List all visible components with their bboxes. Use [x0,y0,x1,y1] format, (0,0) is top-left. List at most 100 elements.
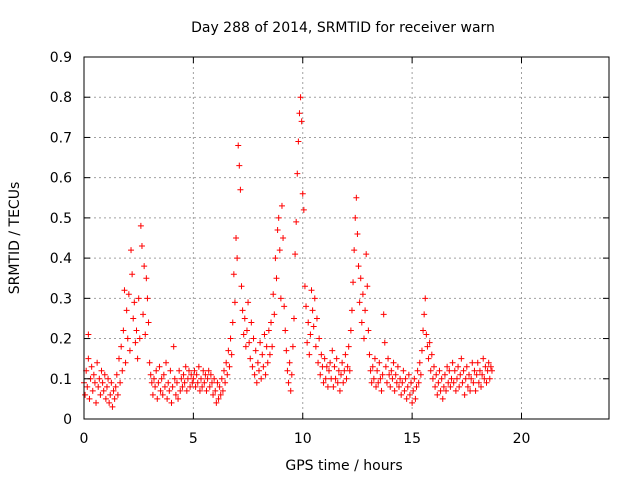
data-point [260,363,267,370]
data-point [183,387,190,394]
data-point [383,379,390,386]
data-point [252,347,259,354]
data-point [458,355,465,362]
data-point [239,307,246,314]
data-point [142,331,149,338]
data-point [103,383,110,390]
data-point [324,383,331,390]
data-point [230,271,237,278]
data-point [114,391,121,398]
data-point [82,391,89,398]
data-point [447,383,454,390]
data-point [266,351,273,358]
data-point [146,359,153,366]
data-point [342,351,349,358]
data-point [348,307,355,314]
x-tick-label: 5 [189,431,198,447]
data-point [336,387,343,394]
data-point [425,355,432,362]
data-point [222,379,229,386]
data-point [385,355,392,362]
data-point [240,331,247,338]
data-point [190,375,197,382]
data-point [438,375,445,382]
data-point [211,375,218,382]
data-point [347,327,354,334]
data-point [294,170,301,177]
data-point [420,327,427,334]
data-point [362,307,369,314]
data-point [327,359,334,366]
data-point [406,391,413,398]
data-point [153,367,160,374]
data-point [298,118,305,125]
data-point [156,363,163,370]
data-point [456,383,463,390]
data-point [187,383,194,390]
data-point [207,371,214,378]
y-tick-label: 0.5 [50,211,72,227]
data-point [443,387,450,394]
data-point [273,275,280,282]
y-tick-label: 0.1 [50,372,72,388]
data-point [479,371,486,378]
data-point [353,194,360,201]
data-point [154,395,161,402]
data-point [247,355,254,362]
y-tick-label: 0.2 [50,332,72,348]
data-point [472,387,479,394]
data-point [219,387,226,394]
data-point [437,387,444,394]
data-point [390,359,397,366]
data-point [217,391,224,398]
data-point [453,375,460,382]
data-point [363,251,370,258]
data-point [351,247,358,254]
data-point [333,355,340,362]
data-point [110,387,117,394]
data-point [408,379,415,386]
data-point [166,387,173,394]
data-point [434,391,441,398]
data-point [379,371,386,378]
data-point [105,375,112,382]
data-point [369,363,376,370]
data-point [141,263,148,270]
data-point [445,379,452,386]
data-point [452,387,459,394]
data-point [300,206,307,213]
data-point [236,162,243,169]
data-point [435,379,442,386]
data-point [88,363,95,370]
data-point [410,387,417,394]
data-point [179,383,186,390]
data-point [389,375,396,382]
data-point [111,395,118,402]
data-point [292,251,299,258]
data-point [276,247,283,254]
data-point [151,375,157,382]
data-point [297,94,304,101]
data-point [100,387,107,394]
data-point [341,367,348,374]
data-point [487,363,494,370]
data-point [386,371,393,378]
data-point [306,351,313,358]
data-point [106,399,113,406]
data-point [97,391,104,398]
data-point [368,379,375,386]
x-tick-label: 10 [294,431,312,447]
data-point [178,375,185,382]
data-point [269,343,276,350]
data-point [365,327,372,334]
data-point [117,379,124,386]
data-point [433,371,440,378]
data-point [86,395,93,402]
data-point [455,363,462,370]
data-point [357,275,364,282]
data-point [391,387,398,394]
data-point [155,379,162,386]
data-point [101,371,108,378]
data-point [200,367,207,374]
data-point [426,339,433,346]
